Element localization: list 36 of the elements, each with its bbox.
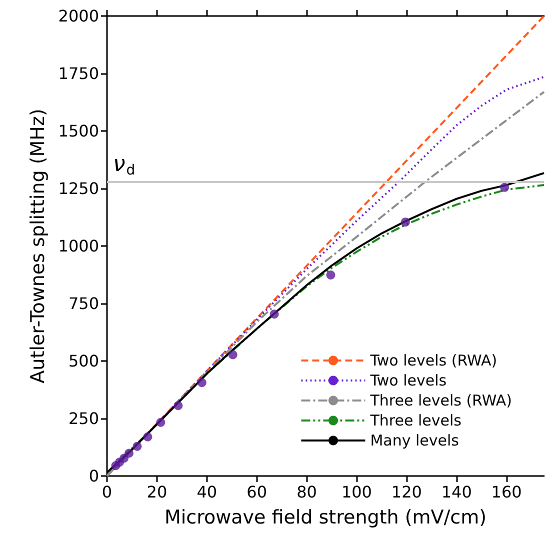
y-tick-label: 500 (68, 352, 99, 370)
y-tick-label: 0 (88, 466, 99, 486)
x-tick-label: 100 (341, 482, 372, 502)
x-tick-label: 40 (196, 482, 218, 502)
x-tick-label: 60 (246, 482, 268, 502)
point (228, 350, 238, 360)
point (197, 378, 206, 388)
legend-label: Three levels (369, 412, 462, 430)
point (124, 448, 134, 458)
point (132, 442, 142, 451)
point (174, 401, 183, 410)
legend-label: Two levels (369, 372, 447, 390)
point (143, 432, 152, 442)
y-axis-title: Autler-Townes splitting (MHz) (26, 108, 49, 384)
y-tick-label: 1250 (58, 179, 99, 198)
point (156, 418, 166, 427)
point (400, 218, 410, 227)
x-tick-label: 140 (441, 482, 472, 502)
y-tick-label: 1500 (58, 122, 99, 140)
y-tick-label: 250 (68, 409, 99, 428)
legend-label: Two levels (RWA) (369, 352, 498, 370)
x-axis-title: Microwave field strength (mV/cm) (164, 506, 487, 528)
x-tick-label: 20 (146, 482, 168, 502)
point (270, 310, 279, 319)
y-tick-label: 1000 (58, 236, 99, 256)
y-tick-label: 1750 (58, 64, 99, 83)
y-tick-label: 750 (68, 294, 99, 313)
y-tick-label: 2000 (58, 6, 99, 26)
legend-label: Three levels (RWA) (369, 392, 512, 410)
point (326, 270, 336, 280)
legend-label: Many levels (370, 432, 460, 450)
x-tick-label: 80 (296, 482, 317, 502)
x-tick-label: 120 (391, 482, 422, 502)
x-tick-label: 160 (491, 482, 522, 502)
x-tick-label: 0 (102, 482, 112, 502)
point (500, 182, 510, 192)
